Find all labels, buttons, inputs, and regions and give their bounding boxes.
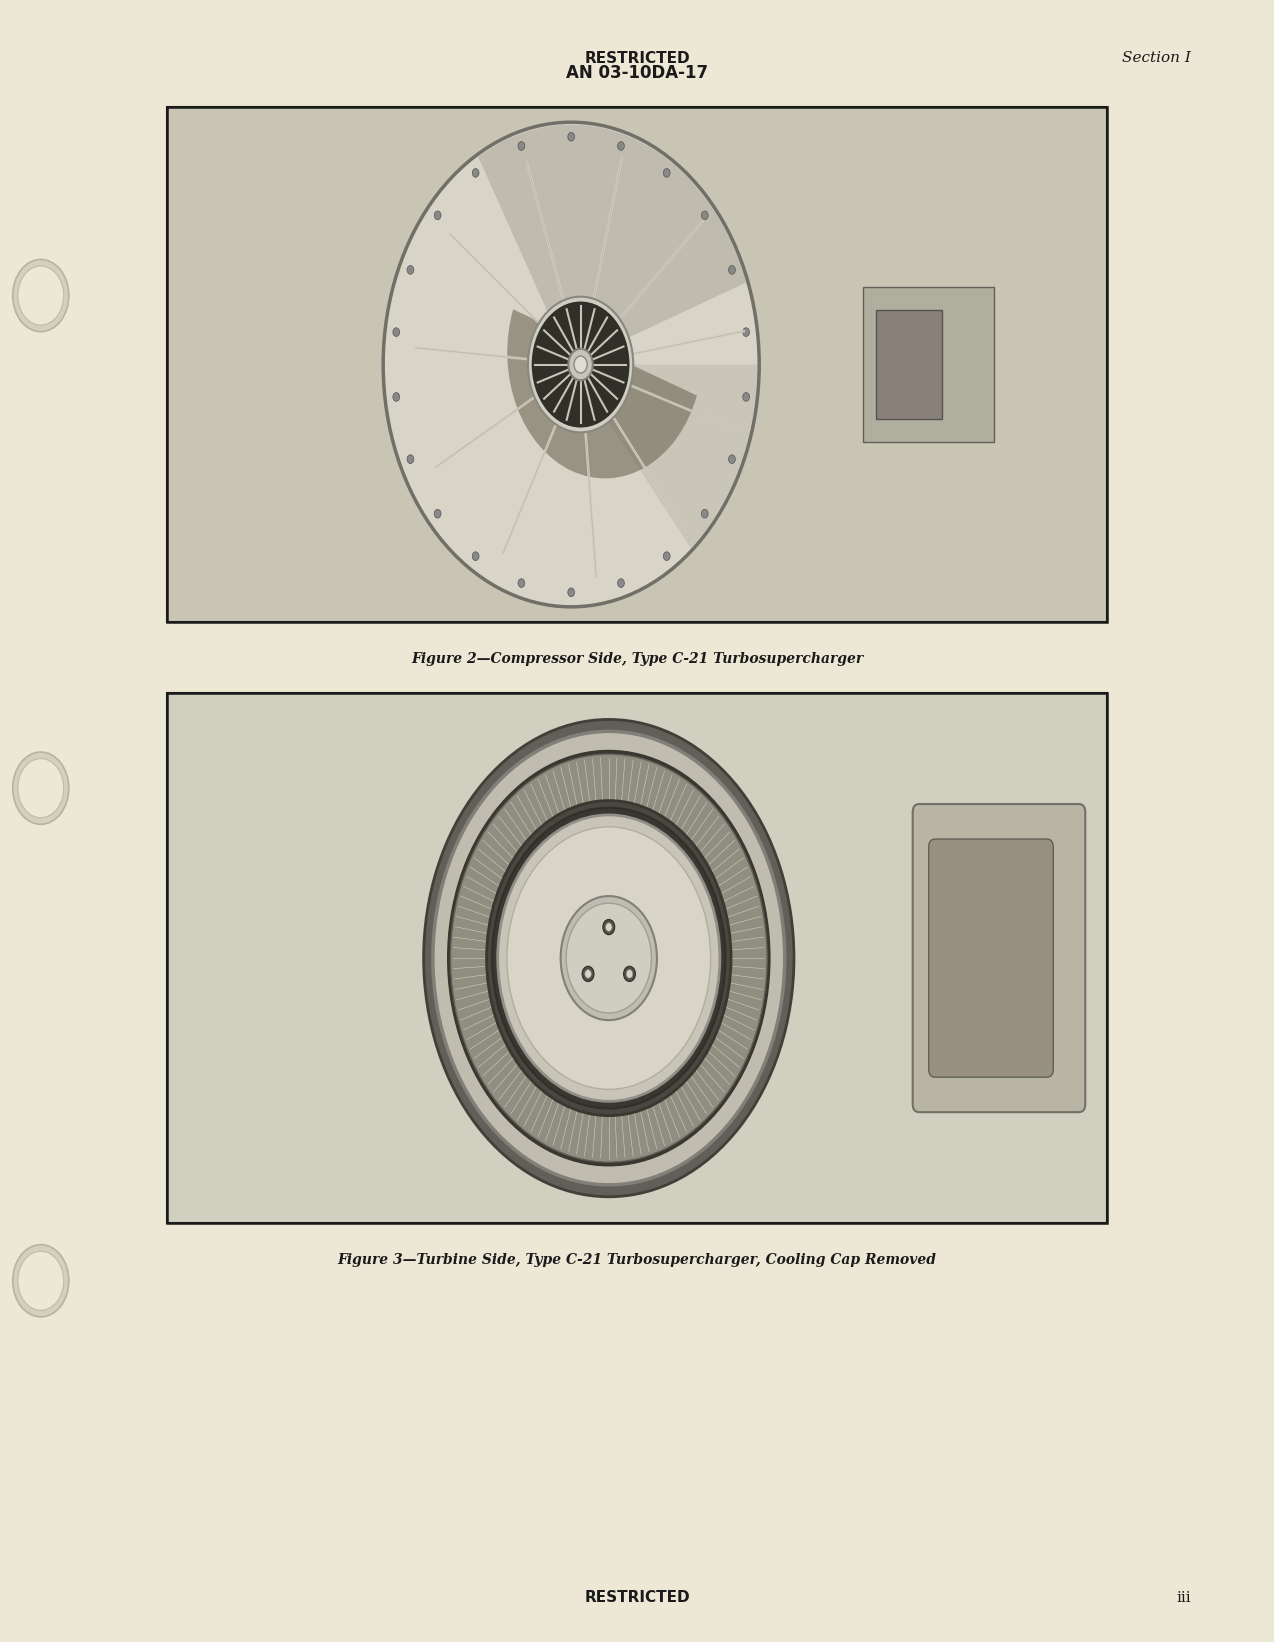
Wedge shape	[507, 309, 697, 478]
Circle shape	[406, 266, 414, 274]
Circle shape	[492, 808, 725, 1108]
Circle shape	[743, 392, 749, 401]
Text: AN 03-10DA-17: AN 03-10DA-17	[566, 64, 708, 82]
Text: RESTRICTED: RESTRICTED	[585, 1589, 689, 1606]
Circle shape	[18, 759, 64, 818]
Text: Figure 2—Compressor Side, Type C-21 Turbosupercharger: Figure 2—Compressor Side, Type C-21 Turb…	[412, 652, 862, 667]
Circle shape	[473, 169, 479, 177]
Circle shape	[18, 1251, 64, 1310]
Circle shape	[527, 297, 633, 432]
Bar	[167, 693, 1107, 1223]
Circle shape	[618, 578, 624, 588]
Circle shape	[507, 828, 711, 1089]
Circle shape	[603, 920, 615, 934]
Circle shape	[424, 719, 794, 1197]
Circle shape	[392, 392, 400, 401]
Circle shape	[13, 259, 69, 332]
FancyBboxPatch shape	[929, 839, 1054, 1077]
Circle shape	[13, 1245, 69, 1317]
Circle shape	[627, 970, 633, 979]
Circle shape	[383, 122, 759, 608]
Text: RESTRICTED: RESTRICTED	[585, 51, 689, 66]
Circle shape	[473, 552, 479, 560]
Circle shape	[392, 328, 400, 337]
Circle shape	[743, 328, 749, 337]
Circle shape	[702, 509, 708, 519]
Bar	[167, 107, 1107, 622]
Circle shape	[487, 801, 731, 1115]
Bar	[875, 310, 941, 419]
Bar	[167, 693, 1107, 1223]
Bar	[167, 107, 1107, 622]
Circle shape	[568, 133, 575, 141]
Circle shape	[566, 903, 651, 1013]
Circle shape	[729, 455, 735, 463]
Circle shape	[618, 141, 624, 151]
Wedge shape	[571, 365, 757, 548]
Circle shape	[519, 578, 525, 588]
Circle shape	[582, 965, 594, 982]
Circle shape	[664, 169, 670, 177]
Text: Figure 3—Turbine Side, Type C-21 Turbosupercharger, Cooling Cap Removed: Figure 3—Turbine Side, Type C-21 Turbosu…	[338, 1253, 936, 1268]
Circle shape	[568, 588, 575, 596]
Circle shape	[561, 897, 657, 1020]
Circle shape	[575, 356, 587, 373]
Circle shape	[568, 348, 592, 381]
Bar	[862, 287, 994, 442]
FancyBboxPatch shape	[912, 805, 1085, 1112]
Circle shape	[451, 754, 767, 1163]
Circle shape	[434, 509, 441, 519]
Circle shape	[519, 141, 525, 151]
Circle shape	[18, 266, 64, 325]
Wedge shape	[522, 734, 696, 959]
Circle shape	[13, 752, 69, 824]
Circle shape	[702, 210, 708, 220]
Circle shape	[498, 814, 720, 1102]
Circle shape	[729, 266, 735, 274]
Circle shape	[406, 455, 414, 463]
Text: iii: iii	[1177, 1591, 1191, 1604]
Circle shape	[664, 552, 670, 560]
Circle shape	[623, 965, 636, 982]
Circle shape	[531, 302, 629, 427]
Circle shape	[433, 731, 785, 1186]
Circle shape	[447, 750, 769, 1166]
Circle shape	[585, 970, 591, 979]
Circle shape	[605, 923, 612, 931]
Wedge shape	[478, 125, 747, 365]
Text: Section I: Section I	[1122, 51, 1191, 66]
Circle shape	[434, 210, 441, 220]
